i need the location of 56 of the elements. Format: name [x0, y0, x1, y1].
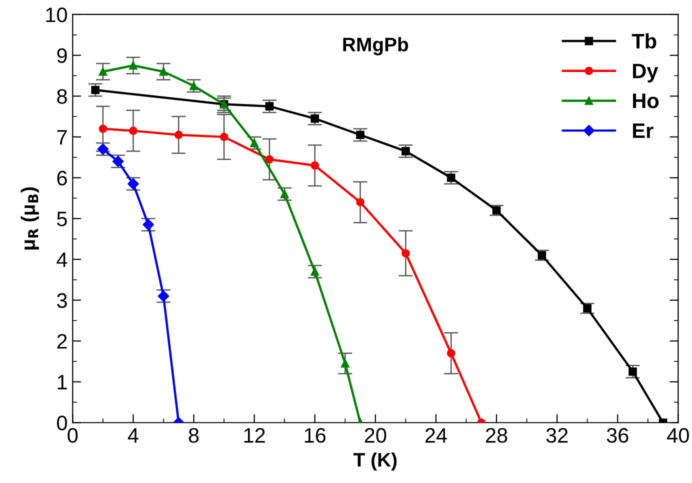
- x-tick-label: 8: [188, 428, 199, 443]
- x-tick-label: 4: [128, 428, 138, 443]
- point: [446, 174, 456, 182]
- point: [310, 114, 320, 123]
- y-tick-label: 8: [57, 89, 67, 104]
- text: RMgPb: [343, 37, 408, 56]
- x-tick-label: 40: [667, 428, 689, 443]
- y-tick-label: 9: [57, 48, 67, 64]
- y-tick-label: 3: [57, 293, 67, 308]
- x-tick-label: 0: [68, 428, 78, 443]
- point: [538, 251, 546, 260]
- point: [190, 82, 198, 90]
- y-tick-label: 7: [57, 130, 67, 144]
- point: [310, 267, 320, 276]
- x-tick-label: 24: [425, 428, 447, 443]
- y-tick-label: 5: [57, 212, 67, 226]
- legend-label: Ho: [633, 94, 659, 108]
- x-tick-label: 28: [486, 428, 508, 443]
- y-tick-label: 4: [56, 252, 68, 267]
- point: [628, 367, 637, 376]
- y-tick-label: 10: [46, 7, 67, 22]
- point: [265, 155, 274, 164]
- x-tick-label: 32: [546, 428, 568, 443]
- legend-label: Dy: [633, 64, 658, 82]
- point: [91, 86, 100, 94]
- y-tick-label: 0: [57, 416, 67, 430]
- y-axis-title: μ$_{R}$ (μ$_{B}$): [20, 187, 39, 250]
- point: [356, 198, 364, 206]
- point: [98, 67, 108, 76]
- point: [280, 190, 289, 198]
- x-tick-label: 16: [304, 428, 326, 443]
- y-tick-label: 6: [57, 170, 67, 186]
- y-tick-label: 2: [57, 334, 67, 349]
- point: [402, 147, 410, 156]
- x-tick-label: 12: [244, 428, 265, 443]
- legend-label: Tb: [632, 33, 656, 49]
- point: [265, 102, 274, 110]
- point: [98, 124, 108, 133]
- point: [310, 161, 320, 170]
- point: [446, 349, 456, 358]
- point: [340, 359, 350, 368]
- point: [129, 126, 138, 135]
- x-tick-label: 20: [364, 428, 386, 443]
- x-axis-title: T (K): [353, 452, 397, 471]
- legend-label: Er: [633, 124, 654, 138]
- point: [583, 304, 592, 313]
- x-tick-label: 36: [606, 428, 628, 443]
- point: [250, 138, 258, 148]
- point: [159, 67, 168, 76]
- point: [402, 249, 410, 258]
- point: [356, 130, 364, 140]
- point: [492, 206, 501, 215]
- y-tick-label: 1: [58, 375, 67, 390]
- point: [220, 132, 228, 142]
- point: [129, 61, 138, 70]
- point: [174, 130, 183, 140]
